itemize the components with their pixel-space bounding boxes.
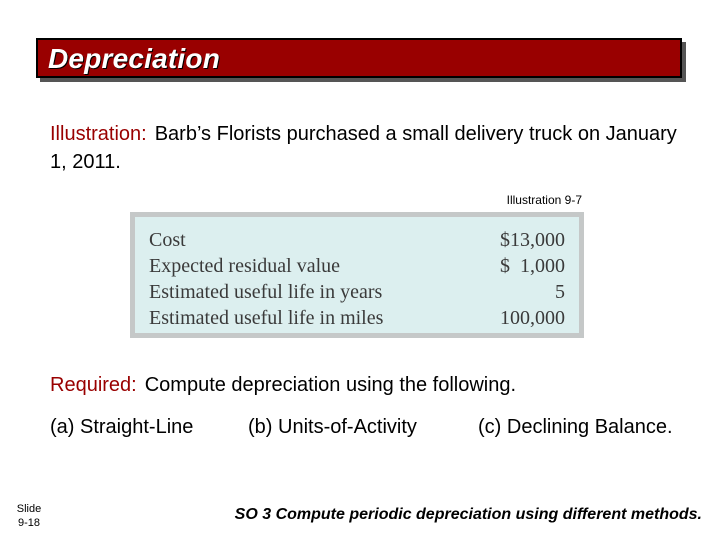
method-units-of-activity: (b) Units-of-Activity (248, 416, 417, 438)
row-label: Expected residual value (149, 255, 341, 277)
row-value: $13,000 (500, 229, 565, 251)
slide-label: Slide (16, 503, 42, 515)
illustration-label: Illustration: (50, 123, 147, 145)
table-row: Estimated useful life in years 5 (149, 281, 565, 307)
required-label: Required: (50, 374, 137, 396)
row-label: Estimated useful life in years (149, 281, 383, 303)
illustration-paragraph: Illustration: Barb’s Florists purchased a… (50, 120, 690, 176)
slide-value: 9-18 (17, 517, 41, 529)
slide-number: Slide 9-18 (10, 502, 48, 530)
title-banner: Depreciation (36, 38, 682, 78)
required-text: Compute depreciation using the following… (144, 374, 517, 396)
row-value: 100,000 (500, 307, 565, 329)
study-objective-footer: SO 3 Compute periodic depreciation using… (234, 506, 702, 523)
table-row: Cost $13,000 (149, 229, 565, 255)
row-label: Cost (149, 229, 186, 251)
table-row: Estimated useful life in miles 100,000 (149, 307, 565, 333)
truck-data-table: Cost $13,000 Expected residual value $ 1… (130, 212, 584, 338)
row-value: $ 1,000 (500, 255, 565, 277)
method-straight-line: (a) Straight-Line (50, 416, 194, 438)
illustration-text: Barb’s Florists purchased a small delive… (50, 123, 677, 173)
required-line: Required: Compute depreciation using the … (50, 374, 516, 397)
method-declining-balance: (c) Declining Balance. (478, 416, 673, 438)
row-label: Estimated useful life in miles (149, 307, 384, 329)
row-value: 5 (555, 281, 565, 303)
illustration-caption: Illustration 9-7 (506, 193, 582, 207)
slide-title: Depreciation (48, 43, 220, 74)
table-row: Expected residual value $ 1,000 (149, 255, 565, 281)
